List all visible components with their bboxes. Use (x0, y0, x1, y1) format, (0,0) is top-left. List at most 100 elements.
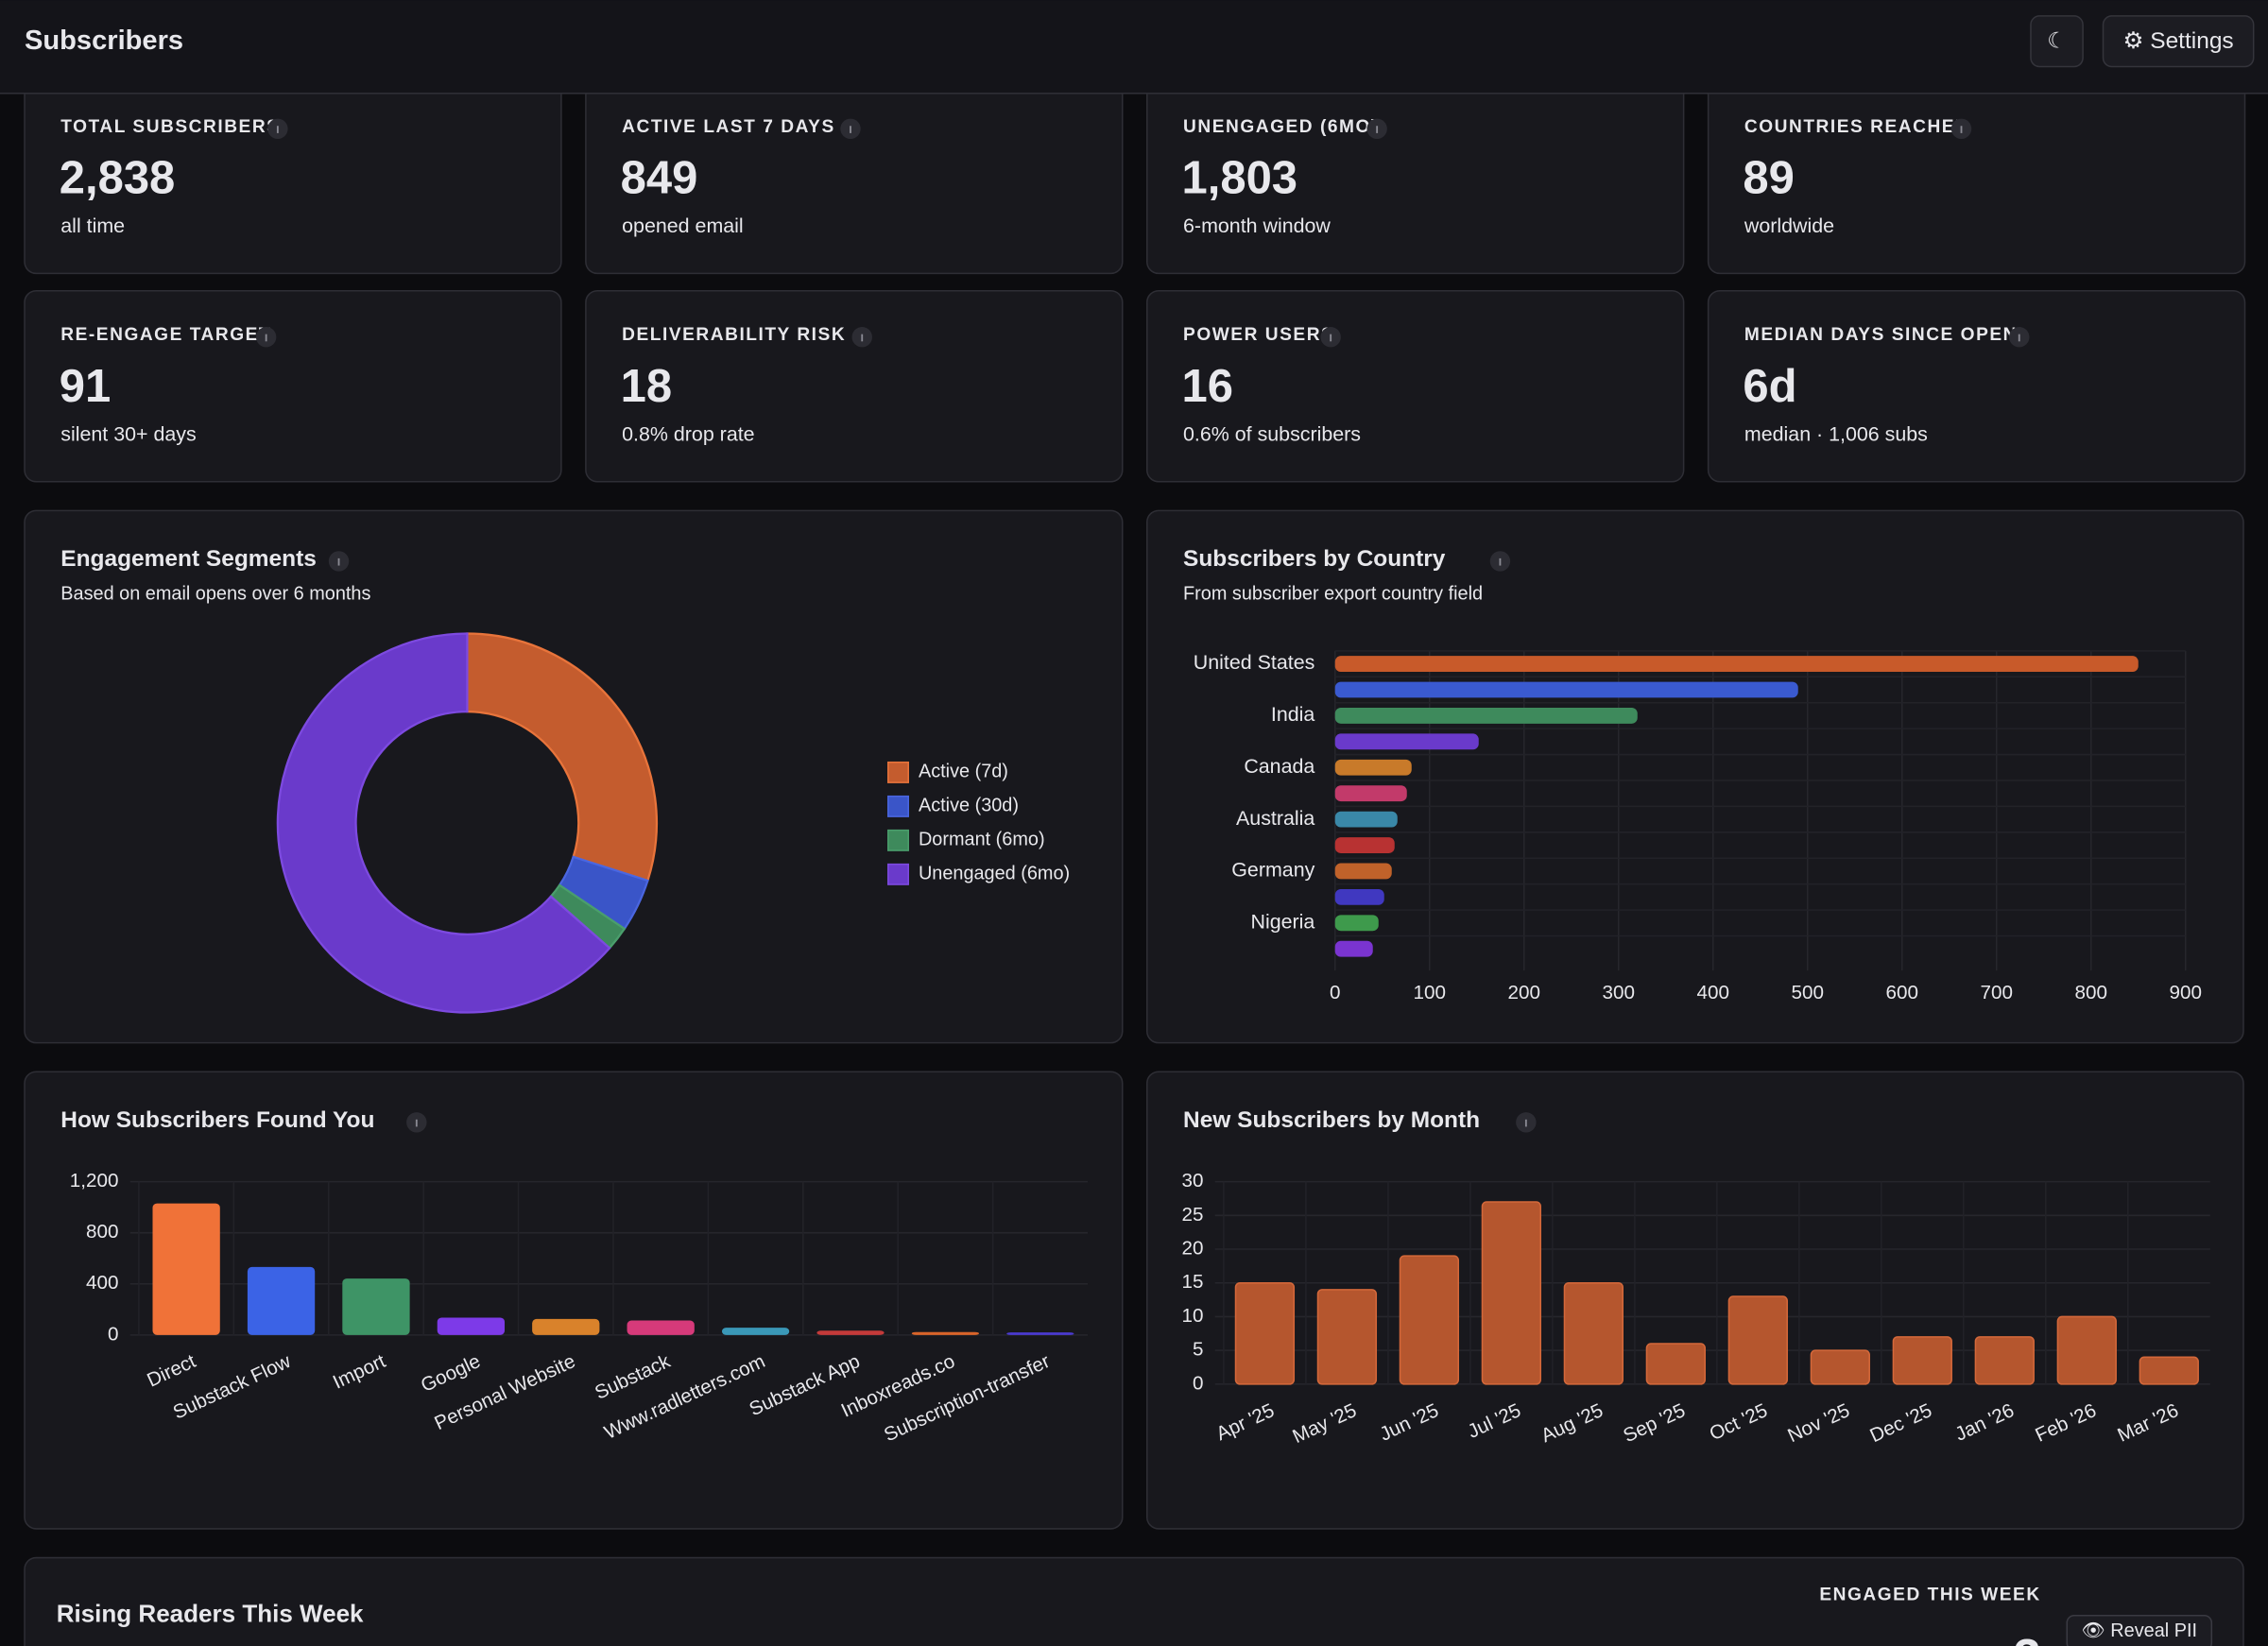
theme-button[interactable] (2030, 15, 2084, 68)
donut-segment (276, 632, 611, 1014)
kpi-label: COUNTRIES REACHED (1744, 117, 1970, 137)
y-tick-label: Canada (1244, 755, 1314, 778)
bar (247, 1266, 316, 1335)
x-tick-label: 300 (1603, 982, 1635, 1003)
card (24, 289, 562, 483)
card (1146, 289, 1685, 483)
legend-label: Unengaged (6mo) (919, 864, 1070, 884)
kpi-sub: opened email (622, 214, 744, 237)
bar (1481, 1201, 1542, 1385)
settings-button[interactable] (2102, 15, 2255, 68)
legend-swatch (887, 863, 909, 885)
y-tick-label: 800 (86, 1221, 118, 1243)
bar (1334, 888, 1384, 905)
bar (1892, 1336, 1952, 1385)
kpi-value: 16 (1182, 361, 1233, 412)
bar (1334, 811, 1398, 828)
bar (1334, 863, 1392, 880)
kpi-sub: median · 1,006 subs (1744, 422, 1928, 445)
settings-button-label[interactable]: ⚙ Settings (2123, 28, 2234, 54)
kpi-label: RE-ENGAGE TARGET (60, 325, 271, 345)
y-tick-label: 5 (1193, 1339, 1203, 1361)
chart-title: New Subscribers by Month (1183, 1107, 1480, 1133)
card (1146, 1071, 2244, 1530)
legend-label: Active (7d) (919, 762, 1008, 782)
x-tick-label: 700 (1981, 982, 2013, 1003)
chart-subtitle: Based on email opens over 6 months (60, 583, 370, 604)
kpi-value: 89 (1743, 152, 1794, 203)
bar (1234, 1281, 1296, 1385)
chart-title: Subscribers by Country (1183, 546, 1446, 572)
y-tick-label: 20 (1181, 1237, 1203, 1259)
bar (1334, 785, 1407, 802)
bar (1334, 681, 1798, 698)
legend-label: Dormant (6mo) (919, 830, 1045, 850)
y-tick-label: 0 (108, 1323, 119, 1345)
kpi-sub: all time (60, 214, 125, 237)
kpi-sub: 0.8% drop rate (622, 422, 754, 445)
bar (1810, 1349, 1870, 1385)
theme-button-label[interactable]: ☾ (2047, 28, 2067, 53)
bar (1334, 940, 1373, 957)
bar (911, 1331, 980, 1335)
kpi-sub: silent 30+ days (60, 422, 196, 445)
y-tick-label: 10 (1181, 1305, 1203, 1327)
bar (816, 1330, 885, 1335)
y-tick-label: Germany (1231, 859, 1314, 882)
bar (532, 1318, 600, 1335)
chart-title: How Subscribers Found You (60, 1107, 374, 1133)
legend-swatch (887, 761, 909, 783)
bar (1334, 656, 2139, 672)
bar (627, 1320, 695, 1335)
kpi-value: 1,803 (1182, 152, 1298, 203)
card (24, 1071, 1124, 1530)
kpi-value: 6d (1743, 361, 1796, 412)
x-tick-label: 200 (1508, 982, 1540, 1003)
bar (1974, 1336, 2035, 1385)
kpi-sub: worldwide (1744, 214, 1834, 237)
legend-swatch (887, 795, 909, 817)
reveal-button[interactable] (2066, 1615, 2213, 1646)
kpi-label: TOTAL SUBSCRIBERS (60, 117, 280, 137)
bar (1316, 1289, 1378, 1385)
x-tick-label: 400 (1697, 982, 1729, 1003)
y-tick-label: 25 (1181, 1204, 1203, 1226)
x-tick-label: 600 (1886, 982, 1918, 1003)
section-title: Rising Readers This Week (57, 1600, 364, 1628)
y-tick-label: 400 (86, 1272, 118, 1294)
x-tick-label: 0 (1330, 982, 1340, 1003)
y-tick-label: 30 (1181, 1170, 1203, 1192)
chart-title: Engagement Segments (60, 546, 317, 572)
y-tick-label: Nigeria (1250, 910, 1314, 933)
bar (342, 1278, 410, 1335)
kpi-value: 91 (60, 361, 111, 412)
bar (1334, 707, 1638, 724)
bar (1334, 733, 1479, 750)
kpi-value: 849 (621, 152, 698, 203)
kpi-value: 2,838 (60, 152, 176, 203)
bar (2056, 1315, 2117, 1385)
kpi-label: POWER USERS (1183, 325, 1334, 345)
y-tick-label: United States (1194, 651, 1315, 674)
y-tick-label: 15 (1181, 1271, 1203, 1293)
bar (1399, 1255, 1460, 1385)
bar (1334, 837, 1395, 853)
bar (1334, 759, 1412, 776)
kpi-sub: 0.6% of subscribers (1183, 422, 1361, 445)
stat-value: 3 (2014, 1630, 2041, 1646)
y-tick-label: Australia (1236, 807, 1314, 830)
kpi-label: UNENGAGED (6MO) (1183, 117, 1379, 137)
bar (1645, 1343, 1706, 1385)
bar (1563, 1281, 1624, 1385)
y-tick-label: 0 (1193, 1372, 1203, 1394)
bar (1006, 1332, 1074, 1335)
chart-subtitle: From subscriber export country field (1183, 583, 1483, 604)
bar (1334, 915, 1379, 932)
reveal-button-label[interactable]: 👁 Reveal PII (2082, 1620, 2197, 1641)
y-tick-label: India (1271, 703, 1315, 726)
x-tick-label: 800 (2075, 982, 2107, 1003)
card (24, 1556, 2244, 1646)
bar (152, 1203, 220, 1335)
